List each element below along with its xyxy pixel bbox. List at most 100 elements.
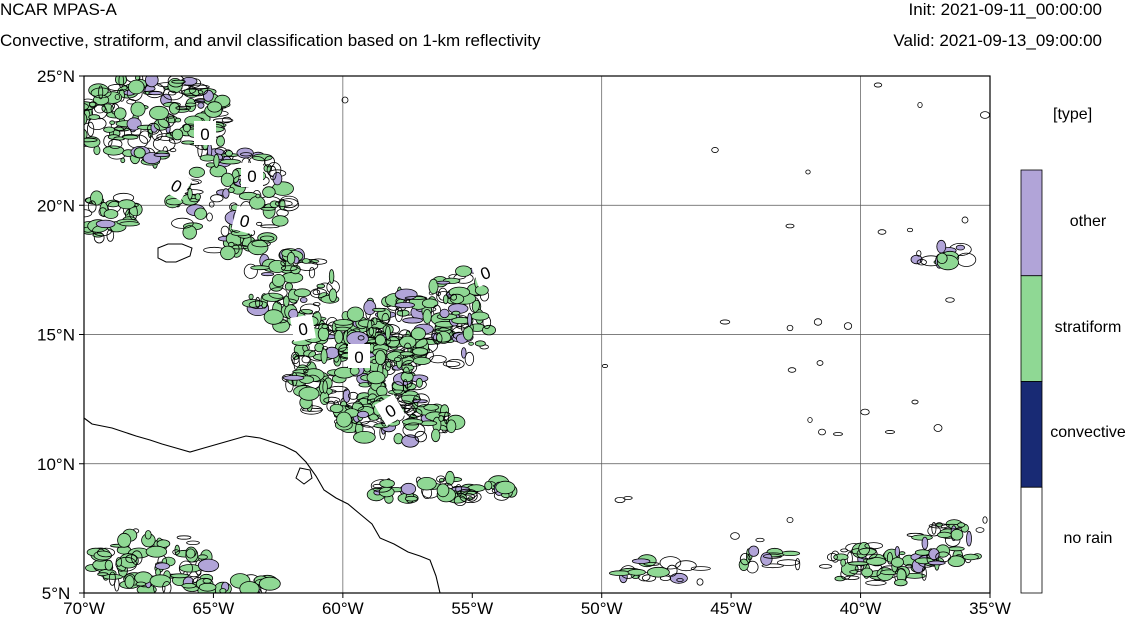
rain-cell [608,570,632,576]
isolated-contour [860,408,870,416]
rain-cell [399,351,414,357]
coastline-south-america [84,417,441,593]
isolated-contour [843,322,853,330]
rain-cell [212,118,234,123]
rain-cell [153,118,169,131]
isolated-contour [719,319,731,325]
rain-cell [171,217,194,229]
rain-cell [227,186,235,193]
rain-cell [323,396,341,404]
rain-cell [179,564,202,573]
rain-cell [840,548,849,553]
rain-cell [168,102,180,115]
rain-cell [103,209,119,219]
rain-cell [228,241,235,248]
rain-cell [65,111,81,122]
rain-cell [248,300,269,309]
rain-cell [421,298,439,309]
rain-cell [446,419,457,434]
rain-cell [827,552,838,562]
rain-cell [272,171,283,186]
rain-cell [468,341,474,346]
rain-cell [404,296,428,300]
rain-cell [98,85,104,100]
rain-cell [171,128,184,141]
legend-label: other [1069,212,1107,230]
rain-cell [175,105,192,111]
isolated-contour [730,532,740,540]
rain-cell [303,368,309,374]
rain-cell [182,124,191,133]
rain-cell [115,556,137,572]
contour-labels: 0 0 0 0 0 0 0 0 [161,121,500,426]
rain-cell [443,294,449,305]
rain-cell [84,112,88,126]
isolated-contour [614,496,626,504]
rain-cell [249,196,266,210]
rain-cell [366,370,386,385]
rain-cell [438,415,445,422]
rain-cell [336,411,352,428]
rain-cell [194,193,201,201]
rain-cell [848,561,869,566]
isolated-contour [975,527,985,533]
isolated-contour [755,537,765,543]
rain-cell [97,547,116,558]
contour-label: 0 [241,163,263,187]
isolated-contour [945,297,955,303]
isolated-contour [873,82,883,88]
rain-cell [334,329,344,344]
rain-cell [453,495,467,507]
rain-cell [346,306,364,322]
rain-cell [181,583,197,589]
rain-cell [455,484,462,495]
rain-cell [314,342,325,353]
rain-cell [461,347,467,359]
legend-swatch [1020,486,1043,594]
rain-cell [840,558,846,567]
rain-cell [484,480,493,491]
rain-cell [384,360,392,372]
rain-cell [271,215,289,227]
rain-cell [138,130,151,144]
rain-cell [225,150,233,157]
rain-cell [119,221,140,227]
rain-cell [455,265,472,277]
rain-cell [308,267,316,279]
rain-cell [122,134,139,140]
isolated-contour [787,367,797,373]
rain-cell [117,199,136,210]
rain-cell [398,394,421,404]
contour-label-box [290,314,316,342]
rain-cell [221,116,232,124]
rain-cell [402,317,424,324]
rain-cell [312,289,321,296]
isolated-contour [816,360,824,366]
rain-cell [864,542,883,550]
rain-cell [317,327,330,342]
contour-label: 0 [194,121,216,145]
rain-cell [282,375,305,381]
rain-cell [184,102,197,107]
isolated-contour [341,96,349,104]
rain-cell [264,155,275,168]
rain-cell [153,152,171,157]
rain-cell [833,553,849,561]
y-tick-label: 5°N [42,584,71,603]
rain-cell [260,272,275,277]
header-right: Init: 2021-09-11_00:00:00 Valid: 2021-09… [893,0,1102,51]
contour-label-text: 0 [247,167,256,186]
init-time: Init: 2021-09-11_00:00:00 [908,0,1102,19]
rain-cell [428,278,439,295]
rain-cell [210,194,224,203]
rain-cell [279,199,286,211]
rain-cell [255,193,261,199]
rain-cell [450,293,458,301]
isolated-contour [813,318,823,326]
rain-cell [199,154,216,162]
rain-cell [185,548,196,559]
rain-cell [84,128,88,141]
contour-label: 0 [161,169,193,201]
rain-cell [84,137,98,143]
